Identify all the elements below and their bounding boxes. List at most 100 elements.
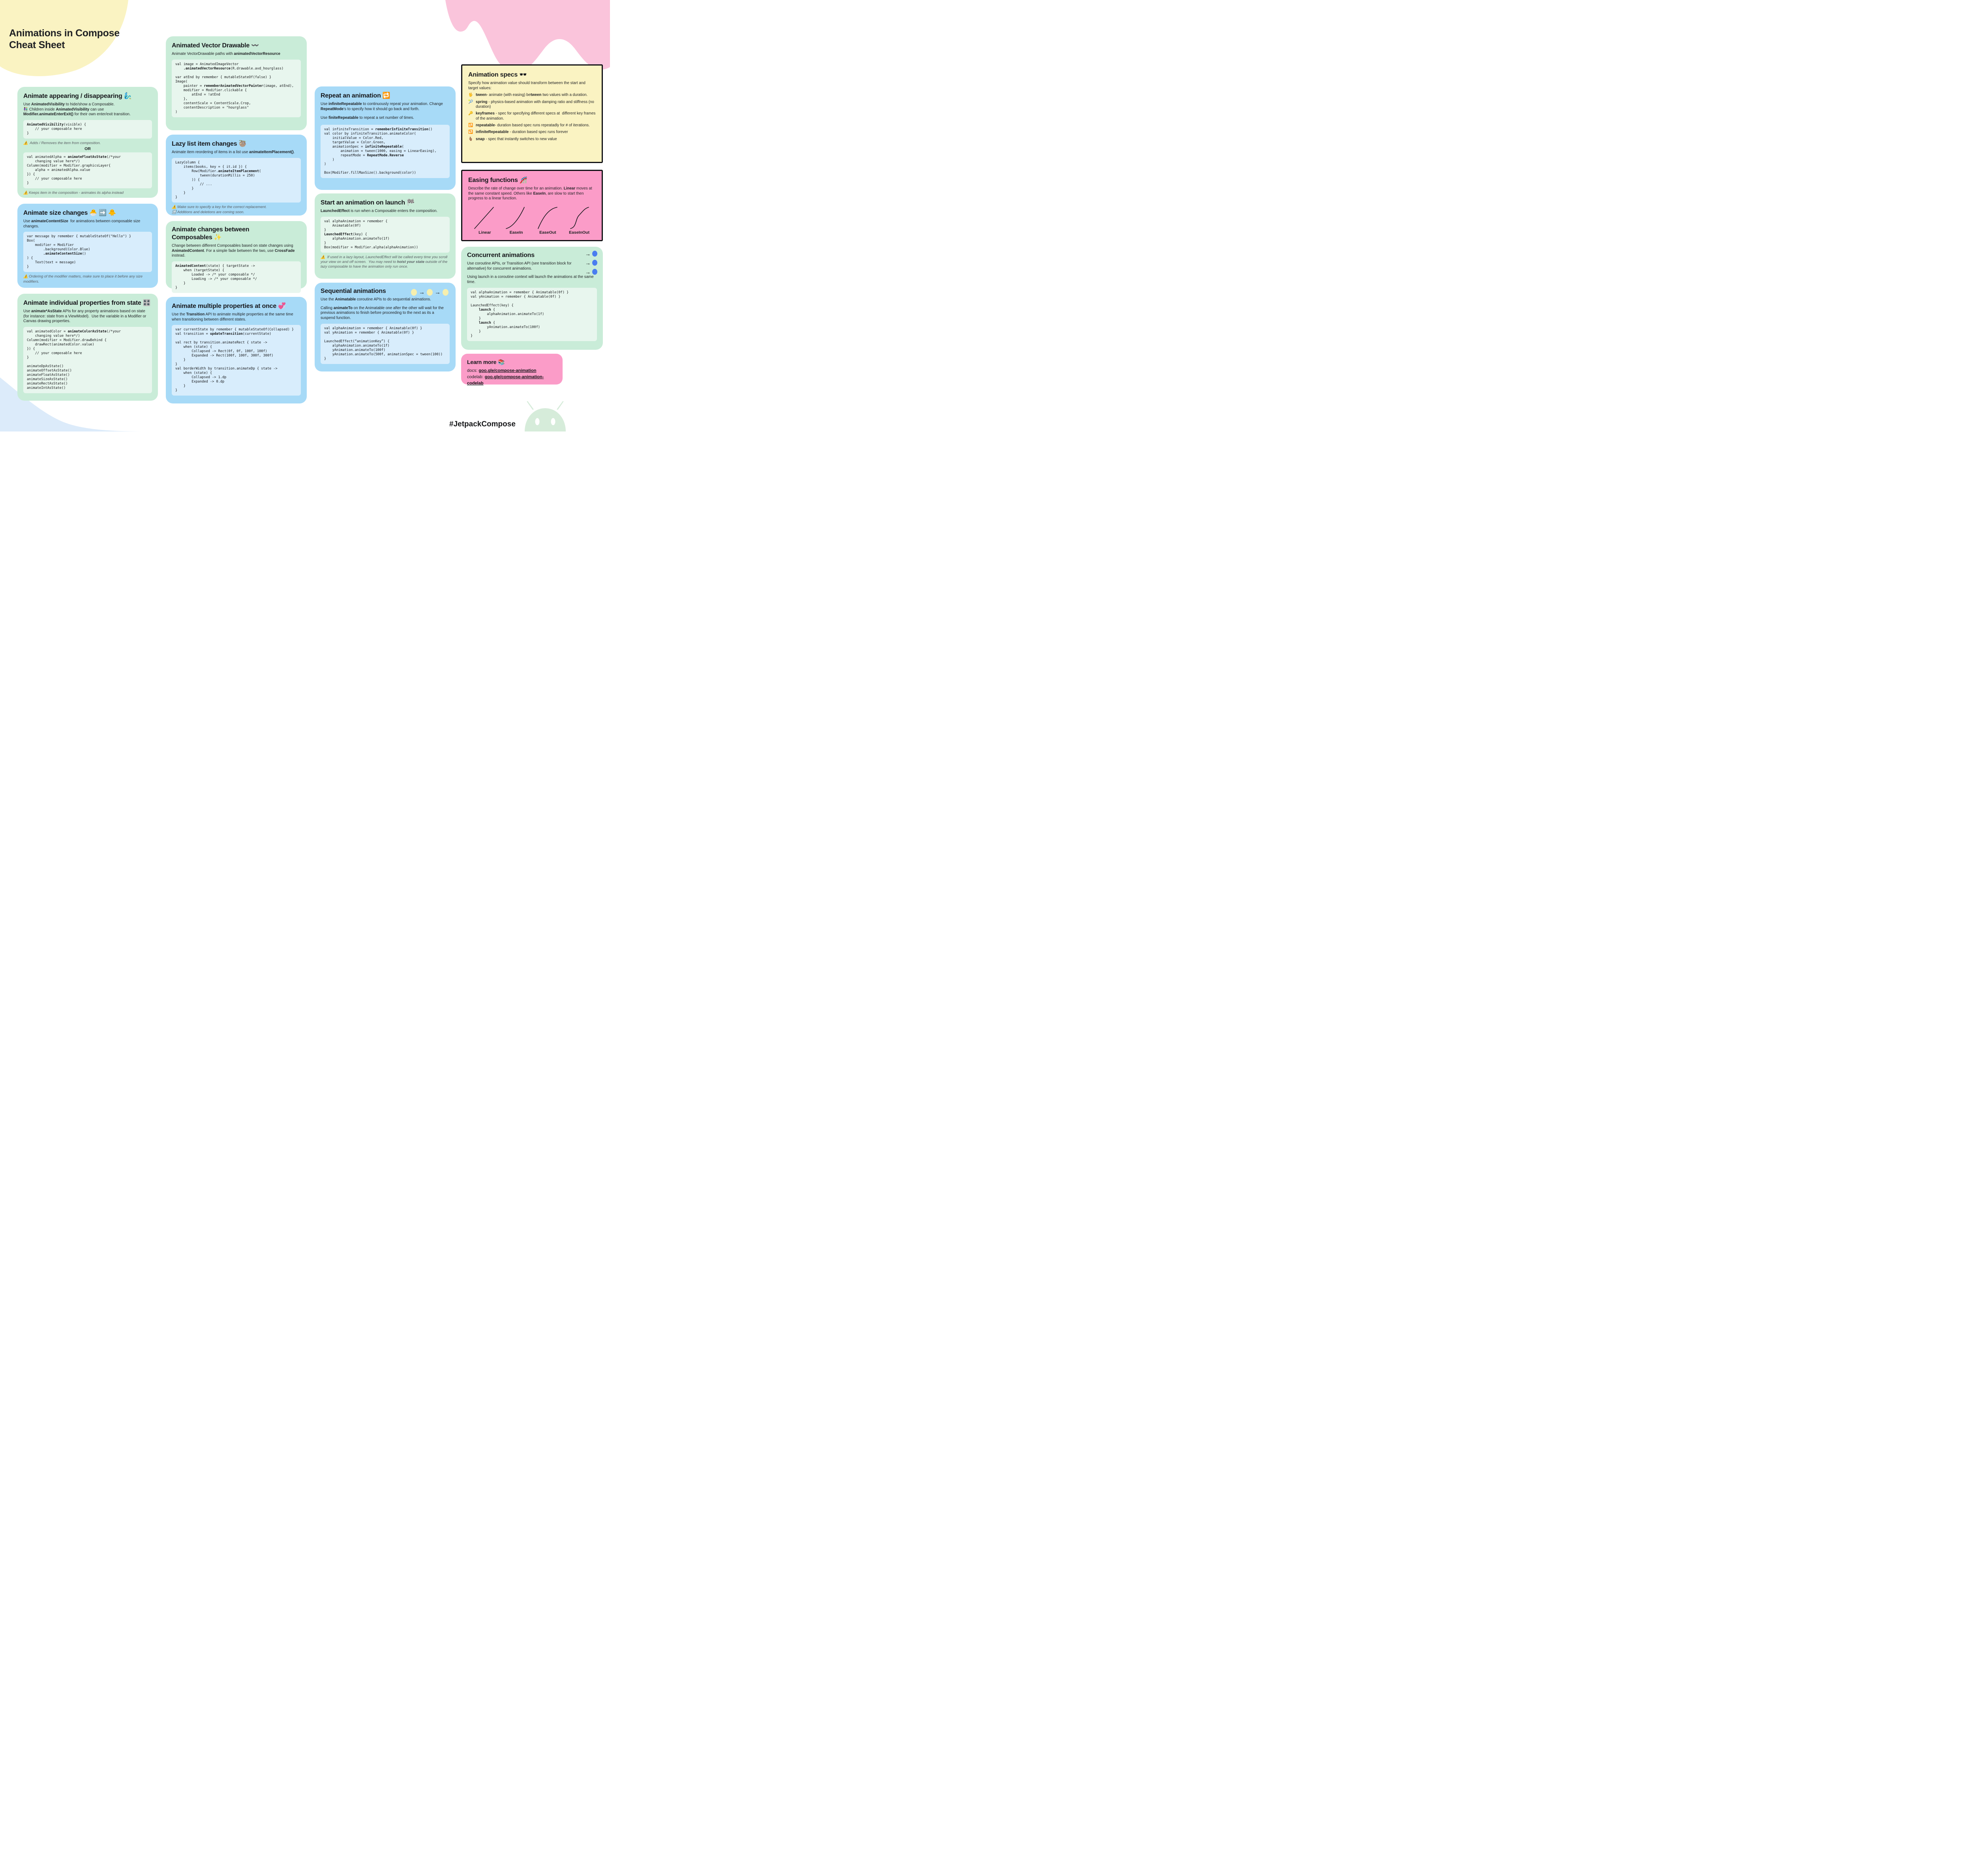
card-intro: Using launch in a coroutine context will… <box>467 275 595 285</box>
arrow-right-icon: → <box>585 259 591 266</box>
spec-item-repeatable: 🔂 repeatable- duration based spec runs re… <box>468 123 590 128</box>
ease-in-curve-icon <box>506 207 525 229</box>
arrow-right-icon: → <box>585 268 591 275</box>
blue-dot-icon <box>592 260 597 266</box>
spec-item-infinite-repeatable: 🔁 infiniteRepeatable - duration based spe… <box>468 130 568 135</box>
card-learn-more: Learn more 📚 docs: goo.gle/compose-animat… <box>461 354 563 387</box>
curve-label-easeinout: EaseInOut <box>569 230 590 235</box>
card-title: Animation specs <box>468 71 518 78</box>
card-repeat-an-animation: Repeat an animation 🔁 Use infiniteRepeata… <box>315 86 456 190</box>
code-block: AnimatedVisibility(visible) { // your co… <box>23 120 152 139</box>
sequence-dot-icon <box>411 289 417 296</box>
repeat-emoji-icon: 🔁 <box>382 92 390 99</box>
curve-label-easeout: EaseOut <box>539 230 556 235</box>
easing-curve-labels: Linear EaseIn EaseOut EaseInOut <box>468 230 596 235</box>
jetpack-compose-hashtag: #JetpackCompose <box>449 420 516 428</box>
card-title: Concurrent animations <box>467 252 535 259</box>
easing-curves-diagram <box>468 204 596 230</box>
codelab-link[interactable]: goo.gle/compose-animation-codelab <box>467 374 544 386</box>
or-divider: OR <box>84 146 91 152</box>
code-block: AnimatedContent(state) { targetState -> … <box>172 261 301 293</box>
yellow-blob <box>0 0 128 76</box>
card-title: Lazy list item changes <box>172 141 237 147</box>
soon-note: 🔜 Additions and deletions are coming soo… <box>172 210 244 214</box>
sloth-emoji-icon: 🦥 <box>238 141 247 147</box>
warning-note: ⚠️ Adds / Removes the item from composit… <box>23 141 101 145</box>
docs-label: docs: <box>467 368 479 373</box>
code-block: val animatedColor = animateColorAsState(… <box>23 327 152 394</box>
code-block: val alphaAnimation = remember { Animatab… <box>321 323 450 364</box>
card-title: Animated Vector Drawable <box>172 42 250 49</box>
docs-link[interactable]: goo.gle/compose-animation <box>478 368 537 373</box>
key-emoji-icon: 🔑 <box>468 111 473 116</box>
spec-item-snap: 🫰🏽 snap - spec that instantly switches to… <box>468 137 557 141</box>
code-block: var message by remember { mutableStateOf… <box>23 232 152 272</box>
code-block: val alphaAnimation = remember { Animatab… <box>321 216 450 253</box>
arrow-right-icon: → <box>419 289 425 296</box>
codelab-line: codelab: goo.gle/compose-animation-codel… <box>467 374 557 387</box>
card-title: Animate changes between Composables <box>172 226 250 241</box>
repeat-emoji-icon: 🔁 <box>468 130 473 135</box>
genie-emoji-icon: 🧞‍♂️ <box>124 93 132 99</box>
card-concurrent-animations: → → → Concurrent animations Use coroutin… <box>461 247 603 350</box>
curve-label-easein: EaseIn <box>509 230 523 235</box>
card-title: Animate size changes <box>23 210 88 216</box>
spec-item-keyframes: 🔑 keyframes - spec for specifying differe… <box>468 111 597 121</box>
code-block: val image = AnimatedImageVector .animate… <box>172 59 301 117</box>
page-title: Animations in Compose Cheat Sheet <box>9 28 120 51</box>
card-title: Start an animation on launch <box>321 199 405 206</box>
card-start-animation-on-launch: Start an animation on launch 🏁 LaunchedEf… <box>315 193 456 279</box>
card-intro: Use animateContentSize for animations be… <box>23 219 141 229</box>
linear-curve-icon <box>474 207 494 229</box>
repeat-single-emoji-icon: 🔂 <box>468 123 473 128</box>
card-animate-individual-properties: Animate individual properties from state… <box>17 294 158 401</box>
card-title: Animate multiple properties at once <box>172 303 277 310</box>
warning-note: ⚠️ Make sure to specify a key for the co… <box>172 204 267 209</box>
codelab-label: codelab: <box>467 374 485 379</box>
spec-item-spring: 🎾 spring - physics-based animation with d… <box>468 99 595 109</box>
blue-dot-icon <box>592 251 597 257</box>
code-block: val animatedAlpha = animateFloatAsState(… <box>23 152 152 189</box>
card-animate-appearing-disappearing: Animate appearing / disappearing 🧞‍♂️ Use… <box>17 87 158 198</box>
books-emoji-icon: 📚 <box>498 359 505 365</box>
code-block: LazyColumn { items(books, key = { it.id … <box>172 158 301 203</box>
code-block: val alphaAnimation = remember { Animatab… <box>467 287 597 341</box>
concurrent-diagram: → → → <box>585 251 597 275</box>
sequence-dot-icon <box>427 289 433 296</box>
tennis-ball-emoji-icon: 🎾 <box>468 99 473 104</box>
card-intro: Use AnimatedVisibility to hide/show a Co… <box>23 102 131 117</box>
docs-line: docs: goo.gle/compose-animation <box>467 368 557 374</box>
card-lazy-list-item-changes: Lazy list item changes 🦥 Animate item reo… <box>166 135 307 216</box>
chequered-flag-emoji-icon: 🏁 <box>406 199 415 206</box>
card-easing-functions: Easing functions 🎢 Describe the rate of c… <box>461 170 603 241</box>
roller-coaster-emoji-icon: 🎢 <box>519 177 527 184</box>
card-intro: Use animate*AsState APIs for any propert… <box>23 309 148 324</box>
warning-note: ⚠️ Ordering of the modifier matters, mak… <box>23 274 144 283</box>
sparkles-emoji-icon: ✨ <box>214 234 222 241</box>
card-intro: Change between different Composables bas… <box>172 244 296 258</box>
blue-dot-icon <box>592 269 597 275</box>
sequence-dot-icon <box>443 289 448 296</box>
card-sequential-animations: → → Sequential animations Use the Animat… <box>315 283 456 371</box>
arrow-right-icon: → <box>585 250 591 257</box>
code-block: var currentState by remember { mutableSt… <box>172 325 301 396</box>
page-title-line1: Animations in Compose <box>9 28 120 39</box>
warning-note: ⚠️ Keeps item in the composition - anima… <box>23 191 124 195</box>
card-animate-multiple-properties: Animate multiple properties at once 💞 Use… <box>166 297 307 403</box>
card-title: Animate individual properties from state <box>23 300 141 306</box>
ease-in-out-curve-icon <box>570 207 589 229</box>
cheat-sheet-page: Animations in Compose Cheat Sheet Animat… <box>0 0 610 431</box>
spec-item-tween: 🖖 tween- animate (with easing) between tw… <box>468 93 588 98</box>
card-intro: Use the Animatable coroutine APIs to do … <box>321 297 431 302</box>
card-title: Learn more <box>467 359 497 365</box>
warning-note: ⚠️ If used in a lazy layout, LaunchedEff… <box>321 255 448 268</box>
vulcan-salute-emoji-icon: 🖖 <box>468 93 473 98</box>
card-intro: Describe the rate of change over time fo… <box>468 186 593 201</box>
background-decorations <box>0 0 610 431</box>
android-logo-icon <box>525 401 566 431</box>
curve-label-linear: Linear <box>478 230 491 235</box>
blue-blob <box>0 377 150 431</box>
card-intro: Calling animateTo on the Animatable one … <box>321 306 445 321</box>
pink-blob <box>445 0 610 72</box>
card-animated-vector-drawable: Animated Vector Drawable 〰️ Animate Vecto… <box>166 36 307 130</box>
